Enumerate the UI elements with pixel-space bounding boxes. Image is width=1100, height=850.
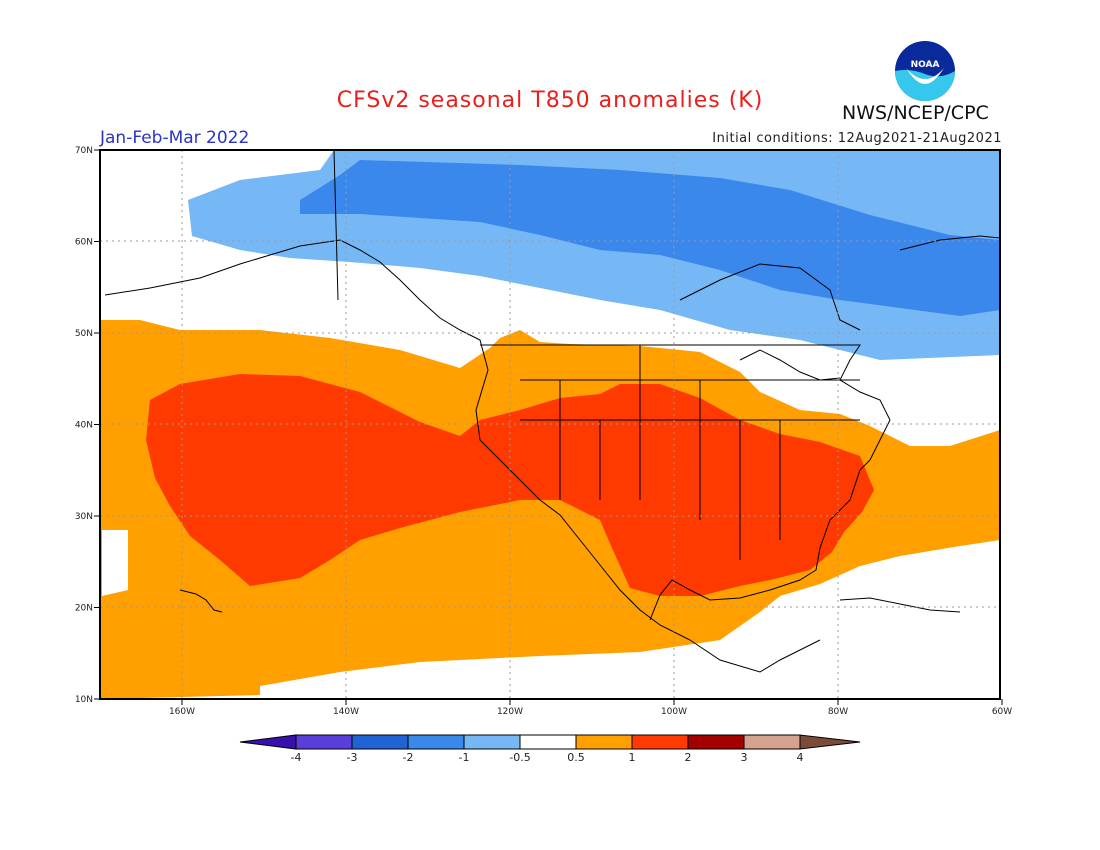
- noaa-logo: NOAA: [895, 41, 955, 101]
- colorbar-label: -2: [403, 751, 414, 764]
- colorbar-swatch: [519, 734, 577, 750]
- agency-label: NWS/NCEP/CPC: [842, 102, 989, 124]
- lat-tick-label: 50N: [75, 329, 93, 339]
- colorbar-label: -0.5: [509, 751, 530, 764]
- coastlines: [104, 150, 1000, 673]
- lat-tick-label: 20N: [75, 604, 93, 614]
- colorbar-label: 3: [741, 751, 748, 764]
- lon-tick-label: 160W: [169, 707, 195, 717]
- colorbar-label: -4: [291, 751, 302, 764]
- colorbar-swatch: [351, 734, 409, 750]
- colorbar: -4 -3 -2 -1 -0.5 0.5 1 2 3 4: [239, 734, 861, 764]
- colorbar-swatch: [295, 734, 353, 750]
- lon-tick-label: 60W: [992, 707, 1012, 717]
- chart-title: CFSv2 seasonal T850 anomalies (K): [336, 88, 764, 113]
- colorbar-swatch: [407, 734, 465, 750]
- colorbar-label: 0.5: [567, 751, 585, 764]
- latitude-tick-labels: 10N 20N 30N 40N 50N 60N 70N: [75, 146, 100, 705]
- colorbar-label: -3: [347, 751, 358, 764]
- colorbar-swatch: [687, 734, 745, 750]
- initial-conditions: Initial conditions: 12Aug2021-21Aug2021: [712, 131, 1002, 146]
- negative-anomaly-region: [188, 150, 1000, 360]
- lon-tick-label: 140W: [333, 707, 359, 717]
- colorbar-swatch: [463, 734, 521, 750]
- colorbar-swatch: [631, 734, 689, 750]
- colorbar-label: 1: [629, 751, 636, 764]
- strong-positive-anomaly-region: [146, 374, 874, 596]
- colorbar-label: 2: [685, 751, 692, 764]
- colorbar-swatch: [575, 734, 633, 750]
- colorbar-upper-arrow: [799, 734, 861, 750]
- lat-tick-label: 70N: [75, 146, 93, 156]
- lat-tick-label: 40N: [75, 421, 93, 431]
- lon-tick-label: 120W: [497, 707, 523, 717]
- svg-text:NOAA: NOAA: [911, 60, 940, 70]
- colorbar-swatch: [743, 734, 801, 750]
- colorbar-label: 4: [797, 751, 804, 764]
- colorbar-label: -1: [459, 751, 470, 764]
- lat-tick-label: 30N: [75, 512, 93, 522]
- lat-tick-label: 60N: [75, 238, 93, 248]
- lat-tick-label: 10N: [75, 695, 93, 705]
- colorbar-lower-arrow: [239, 734, 297, 750]
- lon-tick-label: 80W: [828, 707, 848, 717]
- longitude-tick-labels: 160W 140W 120W 100W 80W 60W: [169, 699, 1012, 717]
- graticule: [100, 150, 1000, 699]
- forecast-period: Jan-Feb-Mar 2022: [100, 128, 250, 148]
- lon-tick-label: 100W: [661, 707, 687, 717]
